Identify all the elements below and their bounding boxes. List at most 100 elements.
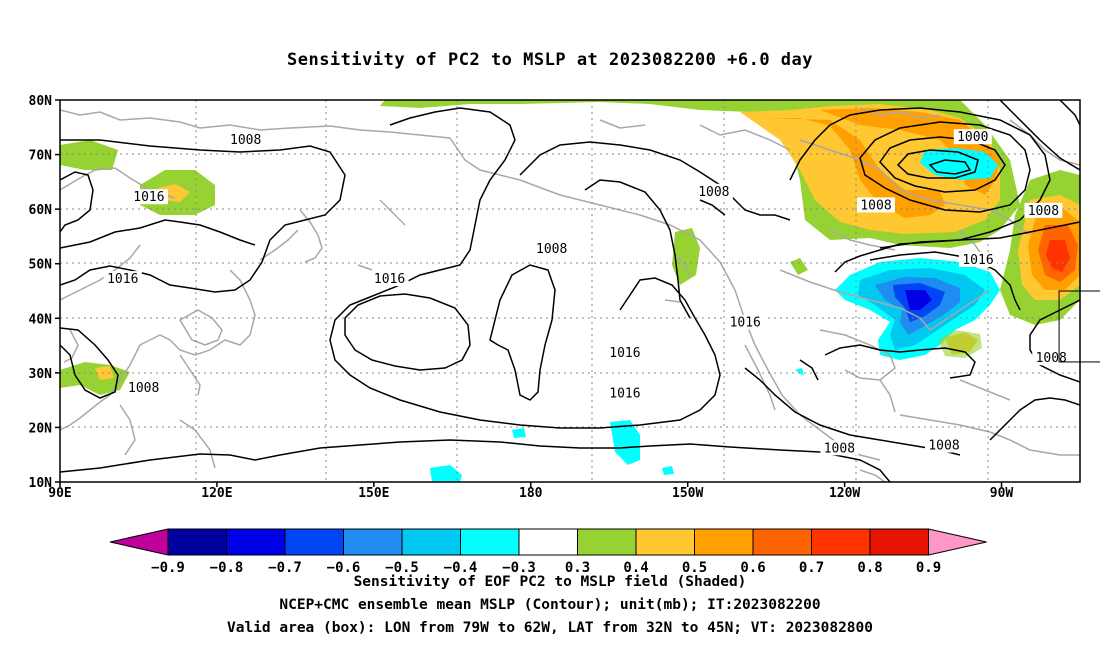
lon-label: 150W (672, 486, 703, 501)
isobar-label-bg (226, 131, 265, 147)
shade-08-east-us (905, 290, 932, 310)
shade-mexico (790, 258, 808, 275)
colorbar-segment (167, 528, 227, 556)
colorbar-label: −0.8 (210, 560, 244, 576)
colorbar-label: −0.6 (327, 560, 361, 576)
colorbar-label: 0.9 (916, 560, 941, 576)
colorbar-arrow-left (109, 528, 169, 556)
lat-label: 60N (29, 203, 53, 218)
lat-axis: 80N 70N 60N 50N 40N 30N 20N 10N (29, 94, 60, 491)
lat-label: 50N (29, 258, 53, 273)
lat-label: 70N (29, 149, 53, 164)
shade-neg-small-b (662, 466, 674, 475)
shade-neg-hawaii-ne (610, 420, 640, 465)
shade-arctic-west (60, 140, 118, 170)
caption-line-3: Valid area (box): LON from 79W to 62W, L… (226, 620, 873, 636)
caption-line-2: NCEP+CMC ensemble mean MSLP (Contour); u… (279, 597, 821, 613)
colorbar-arrow-right (928, 528, 987, 556)
isobar-label: 1008 (1036, 351, 1067, 366)
isobar-label: 1016 (962, 253, 993, 268)
isobar-label: 1000 (957, 130, 988, 145)
colorbar-label: 0.7 (799, 560, 824, 576)
isobar-label: 1016 (374, 272, 405, 287)
isobar-label: 1008 (698, 185, 729, 200)
colorbar-label: −0.3 (502, 560, 536, 576)
caption-line-1: Sensitivity of EOF PC2 to MSLP field (Sh… (353, 574, 747, 590)
lon-axis: 90E120E150E180150W120W90W60W (48, 482, 1014, 501)
isobar-label: 1008 (230, 133, 261, 148)
colorbar-segment (226, 528, 286, 556)
isobar-labels: 1008 1016 1016 1008 1016 1008 1008 1008 1000 1008… (103, 129, 1071, 456)
isobar-label: 1016 (730, 316, 761, 331)
graticule (60, 100, 1080, 482)
isobar-label-bg (129, 189, 168, 205)
isobar-label-bg (857, 197, 895, 213)
isobar-label-bg (605, 385, 644, 401)
colorbar: −0.9 −0.8 −0.7 −0.6 −0.5 −0.4 −0.3 0.3 0.4 0.5 0.6… (109, 528, 987, 576)
coastlines (60, 107, 1080, 482)
isobar-label-bg (925, 437, 963, 453)
lon-label: 180 (519, 486, 543, 501)
isobar-label: 1008 (1028, 204, 1059, 219)
lat-label: 40N (29, 312, 53, 327)
colorbar-label: 0.8 (857, 560, 882, 576)
colorbar-segment (577, 528, 637, 556)
isobar-label: 1008 (536, 242, 567, 257)
isobar-label: 1008 (128, 381, 159, 396)
isobar-label-bg (726, 314, 765, 330)
shade-pos-small-east-b (938, 330, 982, 358)
lat-label: 30N (29, 367, 53, 382)
colorbar-segment (284, 528, 344, 556)
lat-label: 80N (29, 94, 53, 109)
shade-china-04 (95, 366, 114, 380)
lon-label: 90W (990, 486, 1014, 501)
colorbar-label: 0.3 (565, 560, 590, 576)
isobar-label: 1016 (609, 346, 640, 361)
colorbar-label: −0.4 (444, 560, 478, 576)
isobar-label-bg (103, 271, 142, 287)
colorbar-label: −0.7 (268, 560, 302, 576)
shade-05-canada (765, 118, 945, 218)
colorbar-label: 0.4 (623, 560, 648, 576)
isobar-label-bg (370, 271, 409, 287)
shade-neg-central-pacific (430, 465, 462, 482)
colorbar-segment (752, 528, 812, 556)
shade-07-atlantic (1046, 240, 1070, 272)
isobar-label-bg (820, 440, 859, 456)
lon-label: 150E (358, 486, 389, 501)
colorbar-segment (811, 528, 871, 556)
mslp-contours (60, 100, 1080, 482)
colorbar-segment (343, 528, 403, 556)
isobar-label: 1008 (860, 198, 891, 213)
lon-label: 90E (48, 486, 71, 501)
valid-area-box (1058, 290, 1100, 363)
isobar-label: 1008 (824, 441, 855, 456)
isobar-label-bg (694, 183, 733, 199)
plot-frame (59, 99, 1081, 483)
lon-label: 120W (829, 486, 860, 501)
colorbar-segment (869, 528, 929, 556)
shade-neg-small (512, 428, 526, 438)
colorbar-label: 0.5 (682, 560, 707, 576)
colorbar-label: −0.5 (385, 560, 419, 576)
isobar-label-bg (953, 129, 992, 145)
isobar-label: 1016 (133, 190, 164, 205)
colorbar-label: 0.6 (740, 560, 765, 576)
colorbar-label: −0.9 (151, 560, 185, 576)
colorbar-segment (460, 528, 520, 556)
colorbar-segment (518, 528, 578, 556)
isobar-label: 1016 (107, 272, 138, 287)
shade-china (60, 362, 130, 395)
isobar-label: 1008 (928, 439, 959, 454)
lat-label: 10N (29, 476, 53, 491)
colorbar-segment (694, 528, 754, 556)
colorbar-segment (635, 528, 695, 556)
isobar-label-bg (1024, 202, 1063, 218)
shade-neg-small-c (795, 368, 804, 376)
isobar-label-bg (959, 251, 997, 267)
isobar-label: 1016 (609, 387, 640, 402)
shade-pnw (672, 228, 700, 285)
map-title: Sensitivity of PC2 to MSLP at 2023082200… (286, 50, 813, 70)
lon-label: 120E (201, 486, 232, 501)
